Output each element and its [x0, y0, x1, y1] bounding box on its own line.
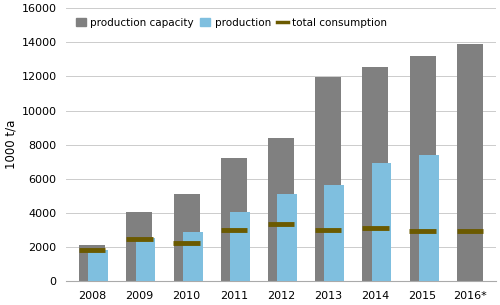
Bar [88, 250, 108, 281]
Bar [230, 212, 250, 281]
Bar [372, 163, 392, 281]
Bar [126, 212, 152, 281]
Bar [362, 67, 388, 281]
Legend: production capacity, production, total consumption: production capacity, production, total c… [72, 13, 391, 32]
Bar [183, 231, 203, 281]
Bar [457, 44, 483, 281]
Bar [315, 77, 341, 281]
Bar [79, 245, 105, 281]
Bar [174, 194, 200, 281]
Bar [221, 158, 247, 281]
Bar [324, 185, 344, 281]
Y-axis label: 1000 t/a: 1000 t/a [4, 120, 17, 169]
Bar [268, 138, 294, 281]
Bar [419, 155, 438, 281]
Bar [277, 194, 297, 281]
Bar [136, 238, 156, 281]
Bar [410, 56, 436, 281]
